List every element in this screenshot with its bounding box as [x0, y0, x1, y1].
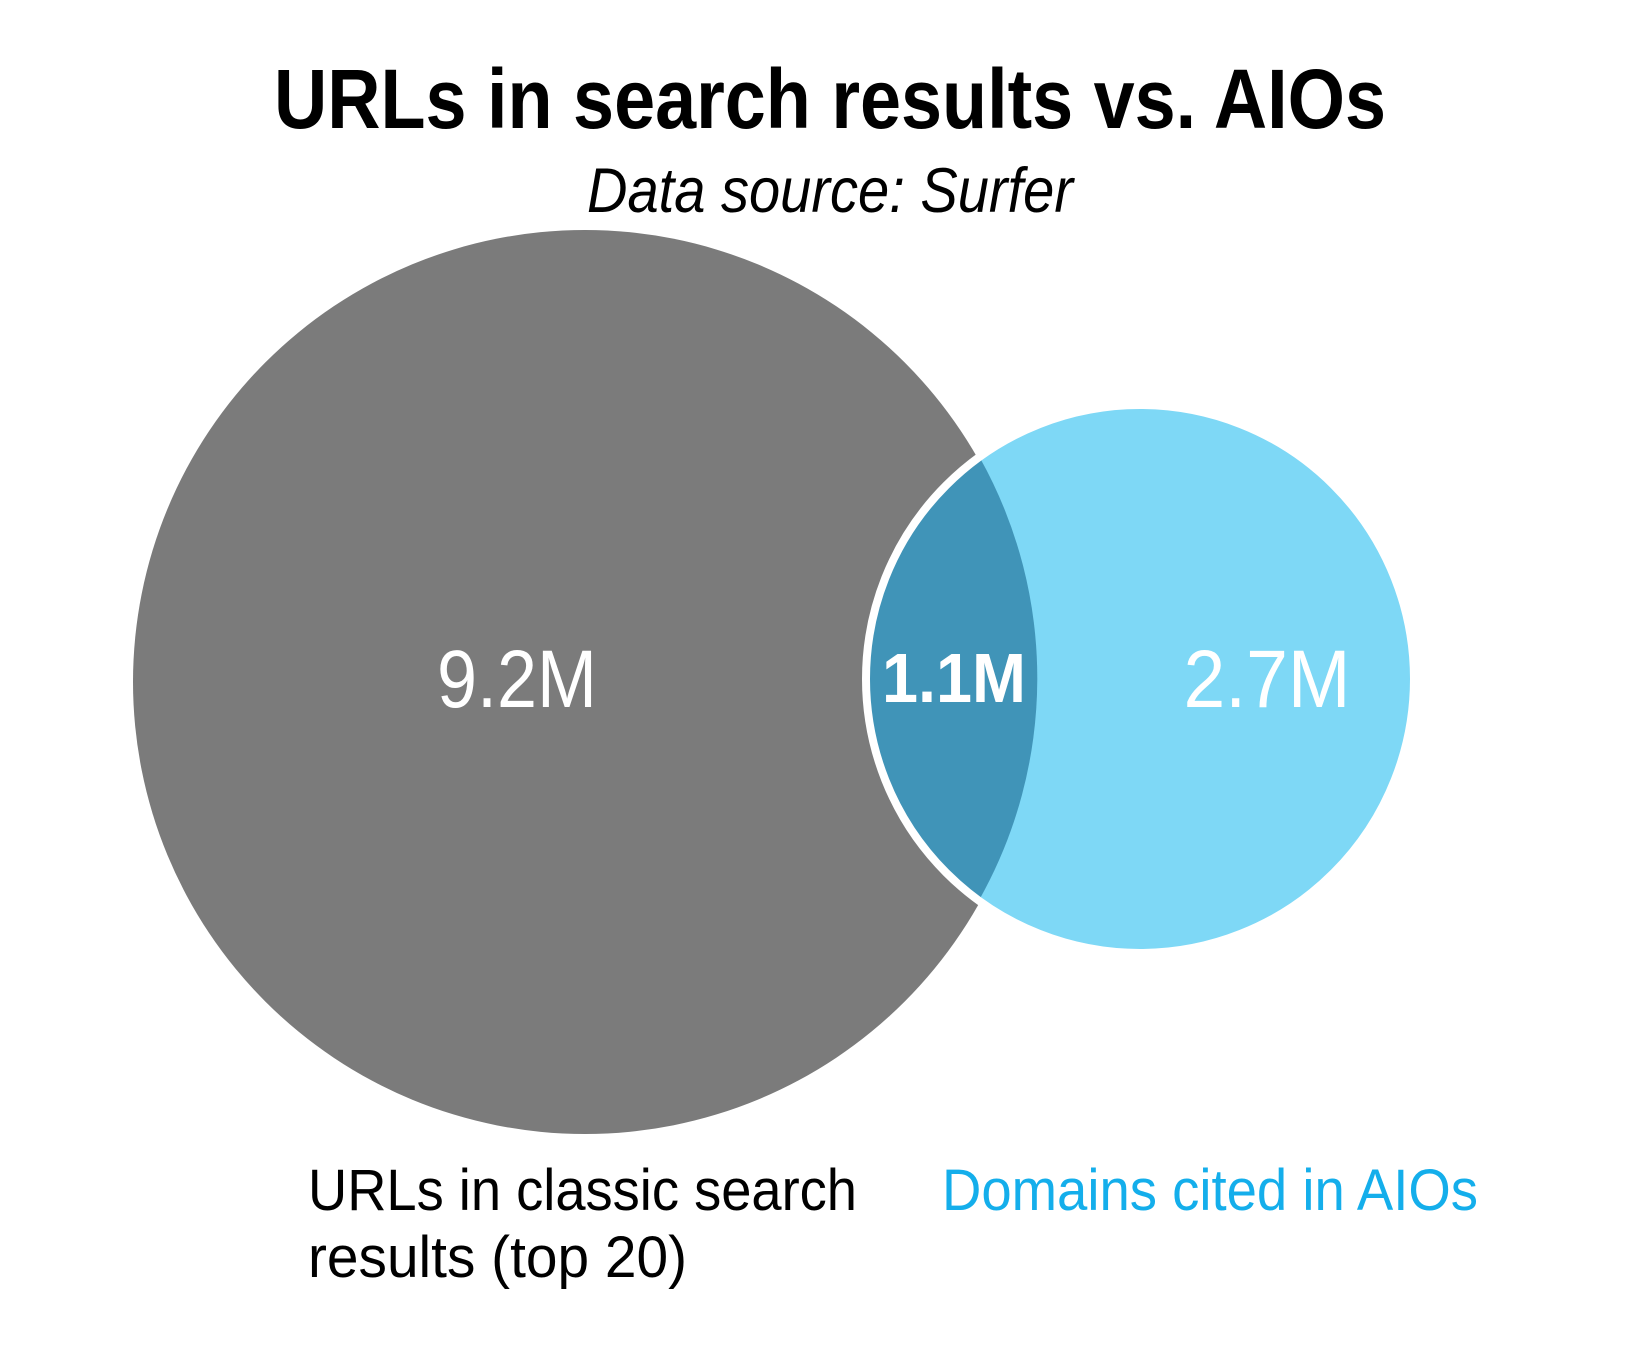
set-right-value: 2.7M — [1184, 634, 1351, 725]
set-right-circle-outline — [862, 401, 1418, 957]
chart-title: URLs in search results vs. AIOs — [274, 52, 1386, 146]
set-left-caption: URLs in classic search results (top 20) — [308, 1158, 857, 1290]
set-left-caption-line2: results (top 20) — [308, 1225, 687, 1290]
set-left-caption-line1: URLs in classic search — [308, 1158, 857, 1223]
intersection-region — [865, 458, 1038, 902]
chart-subtitle: Data source: Surfer — [587, 156, 1076, 226]
set-left-value: 9.2M — [437, 634, 597, 725]
set-right-caption: Domains cited in AIOs — [942, 1158, 1478, 1223]
set-left-circle — [133, 230, 1037, 1134]
overlap-value: 1.1M — [882, 639, 1026, 717]
